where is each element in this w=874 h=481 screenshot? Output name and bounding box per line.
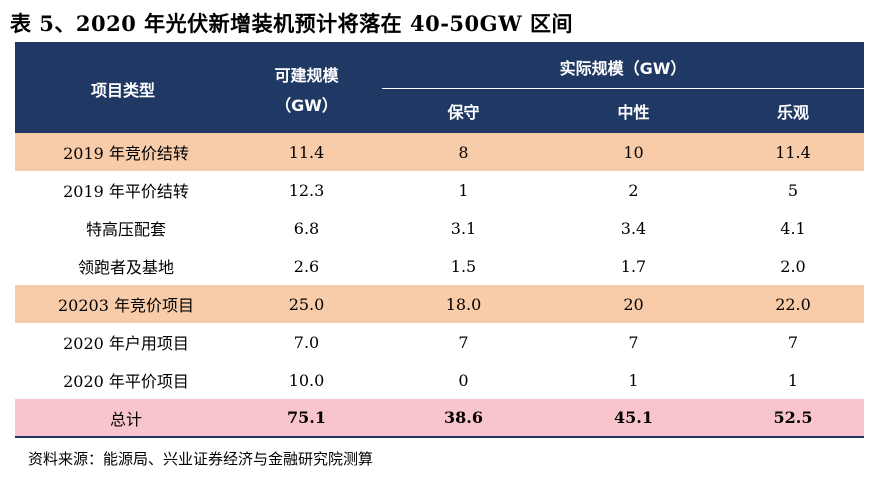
cell-buildable: 75.1 (231, 399, 382, 438)
header-conservative: 保守 (382, 88, 545, 133)
cell-label: 领跑者及基地 (77, 258, 174, 277)
cell-label: 2020 年户用项目 (63, 334, 189, 353)
table-row: 2020 年平价项目 10.0 0 1 1 (15, 361, 864, 399)
cell-optimistic: 7 (787, 332, 799, 352)
cell-optimistic: 22.0 (722, 285, 864, 323)
cell-label: 2019 年平价结转 (63, 182, 189, 201)
cell-conservative: 7 (458, 332, 469, 352)
cell-neutral: 2 (628, 180, 639, 200)
table-row: 20203 年竞价项目 25.0 18.0 20 22.0 (15, 285, 864, 323)
table-row: 特高压配套 6.8 3.1 3.4 4.1 (15, 209, 864, 247)
cell-conservative: 1 (458, 180, 469, 200)
cell-label: 2019 年竞价结转 (15, 133, 231, 171)
table-body: 2019 年竞价结转 11.4 8 10 11.4 2019 年平价结转 12.3 1 2 5 特高… (15, 133, 864, 438)
top-rule (15, 42, 864, 45)
cell-neutral: 3.4 (620, 218, 647, 238)
cell-neutral: 20 (545, 285, 722, 323)
cell-buildable: 2.6 (293, 256, 320, 276)
table-title: 表 5、2020 年光伏新增装机预计将落在 40-50GW 区间 (10, 11, 573, 36)
table-row: 2019 年竞价结转 11.4 8 10 11.4 (15, 133, 864, 171)
data-table: 项目类型 可建规模 （GW） 实际规模（GW） 保守 中性 乐观 2019 年竞… (15, 45, 864, 438)
cell-buildable: 7.0 (293, 332, 320, 352)
cell-label: 总计 (15, 399, 231, 438)
header-neutral: 中性 (545, 88, 722, 133)
table-row: 2019 年平价结转 12.3 1 2 5 (15, 171, 864, 209)
cell-neutral: 45.1 (545, 399, 722, 438)
cell-optimistic: 2.0 (780, 256, 806, 276)
cell-optimistic: 1 (787, 370, 799, 390)
cell-conservative: 1.5 (450, 256, 477, 276)
cell-conservative: 18.0 (382, 285, 545, 323)
cell-buildable: 12.3 (288, 180, 325, 200)
cell-neutral: 1 (628, 370, 639, 390)
header-actual: 实际规模（GW） (382, 45, 864, 89)
header-optimistic: 乐观 (722, 88, 864, 133)
table-row: 领跑者及基地 2.6 1.5 1.7 2.0 (15, 247, 864, 285)
cell-label: 2020 年平价项目 (63, 372, 189, 391)
header-item-type: 项目类型 (15, 45, 231, 133)
cell-neutral: 1.7 (620, 256, 647, 276)
cell-label: 特高压配套 (85, 220, 166, 239)
cell-optimistic: 11.4 (722, 133, 864, 171)
cell-optimistic: 5 (787, 180, 799, 200)
header-buildable-line2: （GW） (275, 96, 338, 115)
header-buildable-line1: 可建规模 (274, 66, 339, 85)
cell-label: 20203 年竞价项目 (15, 285, 231, 323)
cell-buildable: 10.0 (288, 370, 325, 390)
cell-conservative: 8 (382, 133, 545, 171)
cell-buildable: 25.0 (231, 285, 382, 323)
cell-neutral: 7 (628, 332, 639, 352)
table-row: 2020 年户用项目 7.0 7 7 7 (15, 323, 864, 361)
cell-conservative: 0 (458, 370, 469, 390)
cell-neutral: 10 (545, 133, 722, 171)
cell-buildable: 11.4 (231, 133, 382, 171)
cell-optimistic: 52.5 (722, 399, 864, 438)
cell-conservative: 38.6 (382, 399, 545, 438)
header-buildable: 可建规模 （GW） (231, 45, 382, 133)
table-row: 总计 75.1 38.6 45.1 52.5 (15, 399, 864, 438)
cell-buildable: 6.8 (293, 218, 320, 238)
source-note: 资料来源：能源局、兴业证券经济与金融研究院测算 (28, 450, 374, 468)
cell-conservative: 3.1 (450, 218, 477, 238)
cell-optimistic: 4.1 (780, 218, 806, 238)
